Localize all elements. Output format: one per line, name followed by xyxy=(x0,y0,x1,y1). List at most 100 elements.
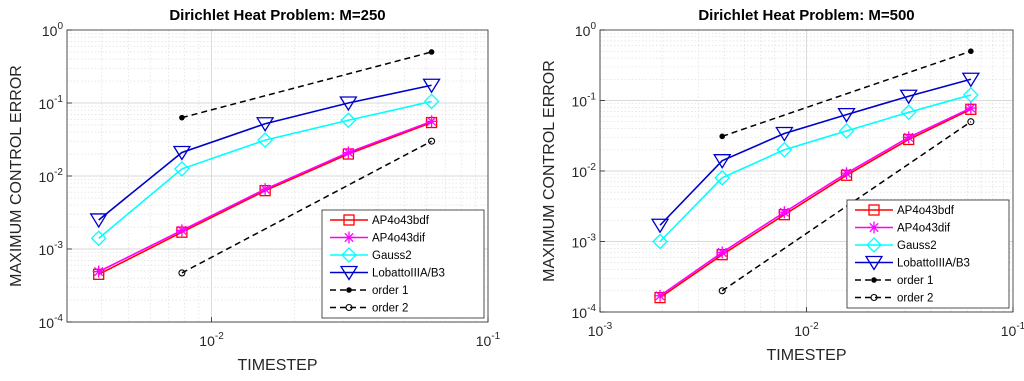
legend-marker xyxy=(871,277,877,283)
series-line xyxy=(659,108,972,299)
data-point xyxy=(89,213,108,229)
data-point xyxy=(778,206,791,219)
legend-item: order 2 xyxy=(330,303,408,315)
y-tick-label: 10-3 xyxy=(39,240,64,258)
legend-label: AP4o43bdf xyxy=(372,215,430,227)
data-point xyxy=(428,137,436,145)
series-gauss2 xyxy=(90,93,440,247)
series-order-1 xyxy=(719,48,974,140)
x-tick-label: 10-2 xyxy=(794,321,819,339)
series-gauss2 xyxy=(652,86,979,250)
series-lobattoiiia-b3 xyxy=(89,78,441,229)
data-point xyxy=(902,131,915,144)
series-line xyxy=(181,51,432,119)
legend-label: order 2 xyxy=(897,293,933,305)
y-tick-label: 10-2 xyxy=(39,167,64,185)
data-point xyxy=(173,161,190,177)
data-point xyxy=(838,123,855,139)
legend: AP4o43bdf AP4o43dif Gauss2 LobattoIIIA/B3 or… xyxy=(321,209,485,319)
legend-label: LobattoIIIA/B3 xyxy=(372,268,445,280)
data-point xyxy=(964,102,977,115)
legend-label: LobattoIIIA/B3 xyxy=(897,258,970,270)
data-point xyxy=(775,126,794,142)
series-line xyxy=(181,140,432,274)
series-line xyxy=(98,84,432,221)
x-tick-label: 10-2 xyxy=(199,331,224,349)
legend-item: Gauss2 xyxy=(855,237,937,253)
data-point xyxy=(837,107,856,123)
data-point xyxy=(776,141,793,158)
legend-marker xyxy=(870,293,878,302)
data-point xyxy=(840,167,853,180)
y-tick-label: 10-2 xyxy=(572,162,597,180)
legend-marker xyxy=(343,214,355,226)
data-point xyxy=(172,145,192,161)
series-line xyxy=(659,78,972,226)
legend-marker xyxy=(864,255,884,271)
series-ap4o43dif xyxy=(654,102,977,302)
data-point xyxy=(967,118,975,126)
data-point xyxy=(968,48,974,55)
data-point xyxy=(713,154,732,169)
data-point xyxy=(654,289,667,302)
data-point xyxy=(652,233,668,250)
y-tick-label: 10-1 xyxy=(39,94,64,112)
legend-label: AP4o43bdf xyxy=(897,205,955,217)
legend-item: order 1 xyxy=(855,275,933,287)
legend-marker xyxy=(868,221,880,234)
chart-title: Dirichlet Heat Problem: M=500 xyxy=(698,7,914,24)
data-point xyxy=(92,265,105,278)
legend-marker xyxy=(345,303,353,312)
data-point xyxy=(259,183,272,196)
data-point xyxy=(899,89,918,105)
y-tick-label: 100 xyxy=(42,21,64,39)
chart-panel-m250: Dirichlet Heat Problem: M=250 TIMESTEP M… xyxy=(8,7,501,374)
legend-label: AP4o43dif xyxy=(372,233,426,245)
y-tick-label: 10-1 xyxy=(572,92,597,110)
legend-label: order 2 xyxy=(372,303,408,315)
data-point xyxy=(714,169,731,186)
x-axis-label: TIMESTEP xyxy=(237,357,317,374)
data-point xyxy=(178,269,186,277)
x-tick-label: 10-1 xyxy=(1001,321,1024,339)
data-point xyxy=(423,93,440,110)
data-point xyxy=(425,115,438,128)
data-point xyxy=(175,224,188,237)
data-point xyxy=(179,114,185,121)
series-ap4o43dif xyxy=(92,115,438,278)
y-tick-label: 10-4 xyxy=(572,303,597,321)
legend-item: AP4o43bdf xyxy=(330,214,430,227)
data-point xyxy=(340,112,357,129)
legend-item: LobattoIIIA/B3 xyxy=(330,265,445,281)
data-point xyxy=(716,246,729,259)
legend-box xyxy=(846,199,1010,309)
legend-item: order 2 xyxy=(855,293,933,305)
chart-panel-m500: Dirichlet Heat Problem: M=500 TIMESTEP M… xyxy=(541,7,1024,364)
y-axis-label: MAXIMUM CONTROL ERROR xyxy=(8,65,25,287)
legend-item: Gauss2 xyxy=(330,247,412,263)
legend-marker xyxy=(343,231,355,244)
data-point xyxy=(718,287,726,295)
grid xyxy=(66,30,488,323)
data-point xyxy=(342,146,355,159)
legend-label: order 1 xyxy=(372,285,408,297)
legend-label: Gauss2 xyxy=(897,240,937,252)
data-point xyxy=(255,117,275,132)
chart-title: Dirichlet Heat Problem: M=250 xyxy=(169,7,385,24)
data-point xyxy=(339,96,358,112)
legend-marker xyxy=(866,237,882,253)
legend-label: order 1 xyxy=(897,275,933,287)
series-order-1 xyxy=(179,49,435,121)
y-tick-label: 100 xyxy=(575,21,597,39)
legend-marker xyxy=(346,287,352,293)
legend-item: AP4o43bdf xyxy=(855,204,955,217)
y-axis-label: MAXIMUM CONTROL ERROR xyxy=(541,60,558,282)
legend-item: AP4o43dif xyxy=(855,221,951,235)
legend-item: AP4o43dif xyxy=(330,231,426,245)
legend: AP4o43bdf AP4o43dif Gauss2 LobattoIIIA/B3 or… xyxy=(846,199,1010,309)
x-tick-label: 10-3 xyxy=(588,321,613,339)
y-tick-label: 10-4 xyxy=(39,313,64,331)
data-point xyxy=(422,78,441,94)
legend-marker xyxy=(868,204,880,216)
